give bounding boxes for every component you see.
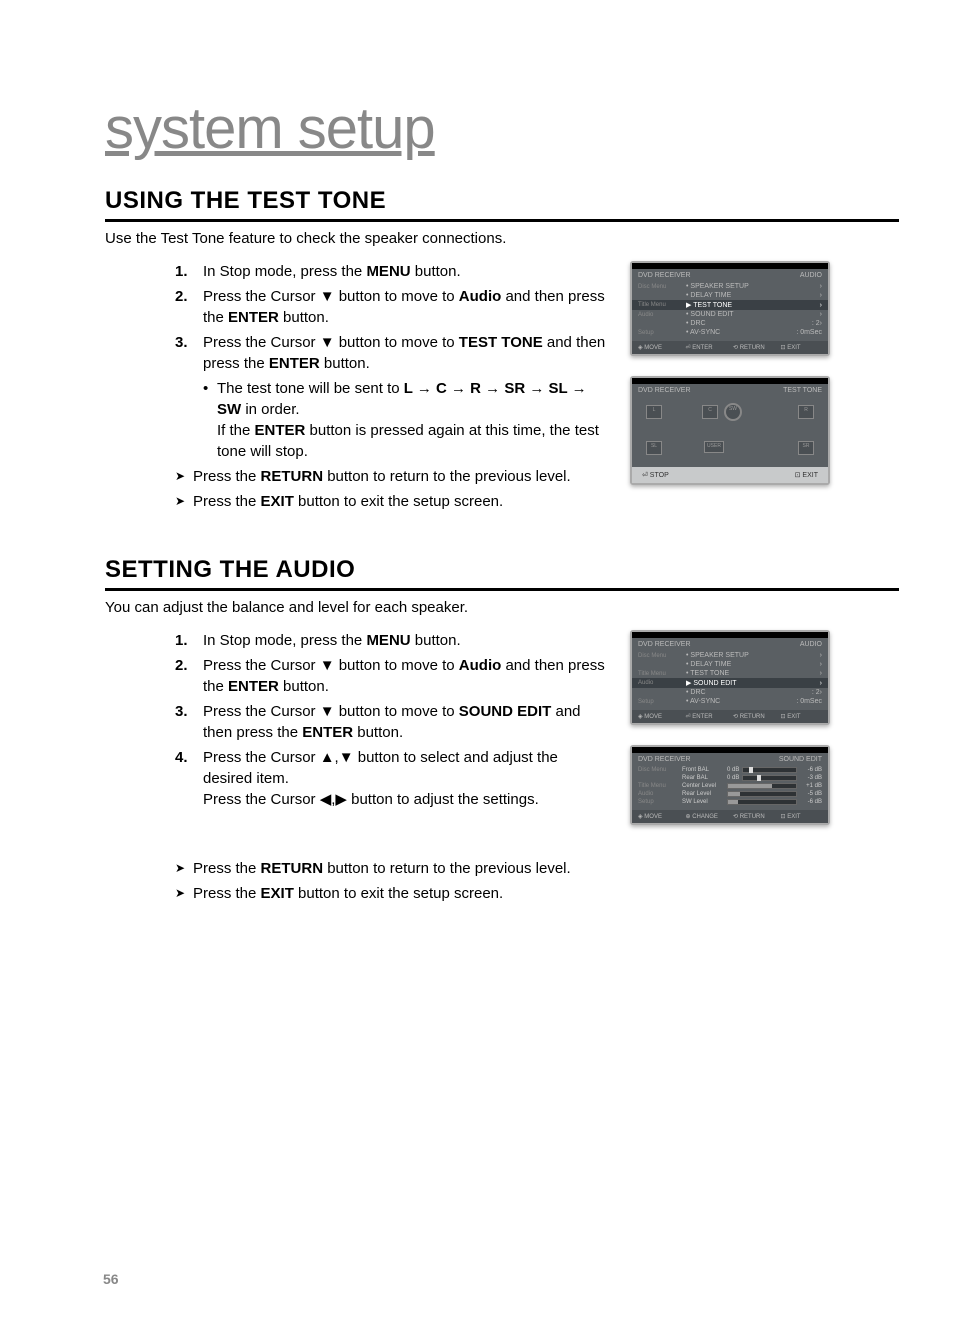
step-3: Press the Cursor ▼ button to move to TES…	[175, 332, 610, 462]
page-title: system setup	[105, 95, 899, 162]
page-number: 56	[103, 1271, 119, 1287]
intro-audio: You can adjust the balance and level for…	[105, 599, 899, 616]
osd-audio-menu-soundedit: DVD RECEIVERAUDIO Disc Menu• SPEAKER SET…	[630, 630, 830, 725]
intro-testtone: Use the Test Tone feature to check the s…	[105, 230, 899, 247]
speaker-r-icon: R	[798, 405, 814, 419]
notice-return-2: Press the RETURN button to return to the…	[175, 858, 610, 879]
speaker-sw-icon: SW	[724, 403, 742, 421]
section-heading-audio: SETTING THE AUDIO	[105, 556, 899, 591]
step-a2: Press the Cursor ▼ button to move to Aud…	[175, 655, 610, 697]
step-a1: In Stop mode, press the MENU button.	[175, 630, 610, 651]
section-heading-testtone: USING THE TEST TONE	[105, 187, 899, 222]
osd-audio-menu-testtone: DVD RECEIVERAUDIO Disc Menu• SPEAKER SET…	[630, 261, 830, 356]
notice-exit: Press the EXIT button to exit the setup …	[175, 491, 610, 512]
speaker-sl-icon: SL	[646, 441, 662, 455]
osd-testtone-diagram: DVD RECEIVERTEST TONE L C SW R SL USER S…	[630, 376, 830, 485]
speaker-c-icon: C	[702, 405, 718, 419]
step-a3: Press the Cursor ▼ button to move to SOU…	[175, 701, 610, 743]
steps-audio: In Stop mode, press the MENU button. Pre…	[105, 630, 610, 908]
user-icon: USER	[704, 441, 724, 453]
step-1: In Stop mode, press the MENU button.	[175, 261, 610, 282]
bullet-testtone-seq: The test tone will be sent to L → C → R …	[203, 378, 610, 462]
step-2: Press the Cursor ▼ button to move to Aud…	[175, 286, 610, 328]
speaker-l-icon: L	[646, 405, 662, 419]
steps-testtone: In Stop mode, press the MENU button. Pre…	[105, 261, 610, 516]
osd-soundedit-panel: DVD RECEIVERSOUND EDIT Disc MenuFront BA…	[630, 745, 830, 825]
speaker-sr-icon: SR	[798, 441, 814, 455]
notice-exit-2: Press the EXIT button to exit the setup …	[175, 883, 610, 904]
notice-return: Press the RETURN button to return to the…	[175, 466, 610, 487]
step-a4: Press the Cursor ▲,▼ button to select an…	[175, 747, 610, 810]
